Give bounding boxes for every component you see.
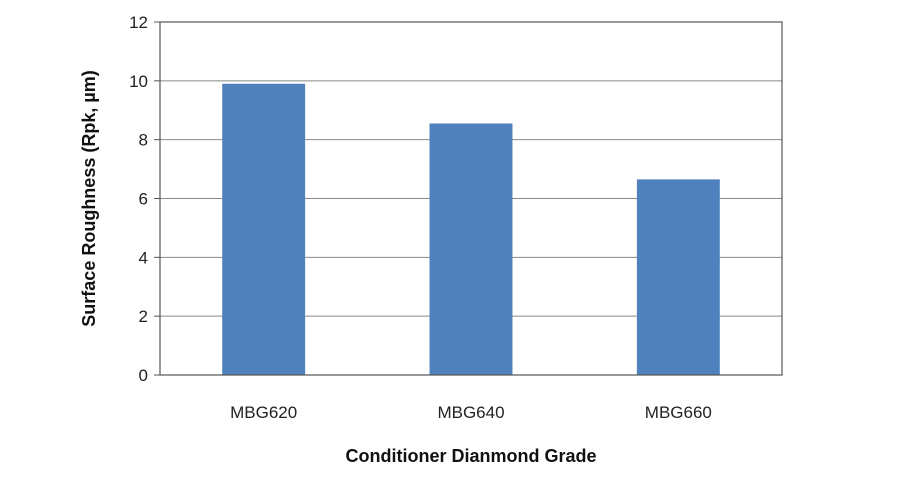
y-tick-label: 6 — [139, 190, 148, 209]
bar-mbg660 — [636, 179, 720, 375]
x-tick-labels: MBG620 MBG640 MBG660 — [230, 403, 712, 422]
x-axis-title: Conditioner Dianmond Grade — [345, 446, 596, 466]
bar-mbg620 — [222, 83, 306, 376]
x-tick-label: MBG660 — [645, 403, 712, 422]
y-tick-label: 2 — [139, 307, 148, 326]
y-tick-label: 10 — [129, 72, 148, 91]
x-tick-label: MBG620 — [230, 403, 297, 422]
y-tick-label: 4 — [139, 248, 148, 267]
y-tick-labels: 0 2 4 6 8 10 12 — [129, 13, 160, 385]
bar-mbg640 — [429, 123, 513, 375]
y-axis-title: Surface Roughness (Rpk, µm) — [79, 70, 99, 326]
y-tick-label: 12 — [129, 13, 148, 32]
y-tick-label: 8 — [139, 131, 148, 150]
bars — [222, 83, 720, 376]
y-tick-label: 0 — [139, 366, 148, 385]
x-tick-label: MBG640 — [437, 403, 504, 422]
